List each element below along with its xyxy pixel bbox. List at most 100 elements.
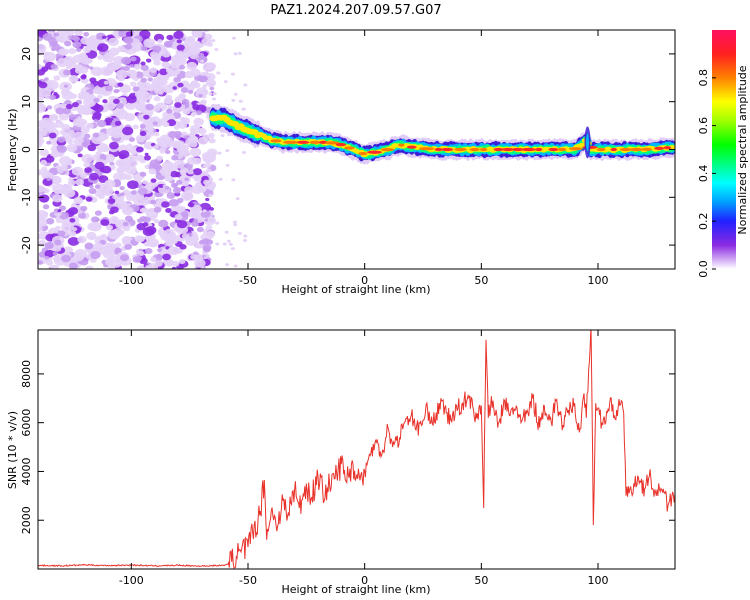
noise-blob <box>145 225 157 235</box>
noise-blob <box>39 149 49 157</box>
noise-blob <box>139 208 146 213</box>
noise-blob <box>122 126 134 136</box>
noise-blob <box>128 137 136 143</box>
colorbar-gradient <box>712 30 736 269</box>
noise-blob <box>163 84 175 94</box>
noise-blob <box>204 139 209 143</box>
noise-blob <box>83 162 90 168</box>
spectrogram-y-axis-label: Frequency (Hz) <box>6 109 19 192</box>
noise-blob <box>132 86 140 92</box>
noise-blob <box>52 251 58 256</box>
noise-blob <box>202 209 207 213</box>
ridge-peak <box>398 143 405 147</box>
noise-blob <box>46 260 54 266</box>
noise-blob <box>89 184 94 189</box>
noise-blob <box>119 254 129 262</box>
noise-blob <box>165 207 172 213</box>
noise-blob <box>176 39 182 44</box>
noise-blob <box>68 207 79 215</box>
noise-blob <box>97 193 105 200</box>
noise-blob <box>127 180 139 190</box>
noise-blob <box>72 36 80 42</box>
ridge-peak <box>629 147 644 152</box>
y-tick-label: 0 <box>20 146 33 153</box>
noise-blob <box>112 227 124 237</box>
noise-blob <box>181 233 190 240</box>
noise-blob <box>124 43 133 50</box>
ridge-peak <box>344 146 355 150</box>
noise-blob <box>96 119 107 128</box>
noise-blob <box>230 247 235 251</box>
noise-blob <box>130 56 137 62</box>
noise-blob <box>151 53 162 62</box>
noise-blob <box>101 145 110 152</box>
noise-blob <box>144 152 149 156</box>
noise-blob <box>200 210 211 218</box>
noise-blob <box>68 114 78 121</box>
noise-blob <box>68 75 79 83</box>
noise-blob <box>100 233 108 239</box>
noise-blob <box>115 89 120 93</box>
noise-blob <box>139 30 151 39</box>
noise-blob <box>212 92 217 96</box>
noise-blob <box>136 256 142 261</box>
noise-blob <box>127 69 138 78</box>
colorbar-tick-label: 0.8 <box>697 69 710 87</box>
noise-blob <box>139 131 147 137</box>
noise-blob <box>241 107 246 111</box>
noise-blob <box>103 80 110 85</box>
noise-blob <box>212 152 217 156</box>
noise-blob <box>140 64 149 71</box>
noise-blob <box>178 64 186 70</box>
noise-blob <box>158 184 164 188</box>
noise-blob <box>48 132 57 139</box>
noise-blob <box>133 76 139 82</box>
noise-blob <box>117 82 124 87</box>
noise-blob <box>62 171 67 175</box>
noise-blob <box>85 265 94 269</box>
noise-blob <box>93 222 102 229</box>
x-tick-label: 100 <box>588 274 609 287</box>
noise-blob <box>91 154 101 161</box>
spectrogram-y-ticks: -20 -10 0 10 20 <box>20 47 675 254</box>
noise-blob <box>192 104 200 110</box>
noise-blob <box>61 222 74 233</box>
noise-blob <box>117 200 127 208</box>
noise-blob <box>144 241 151 247</box>
noise-blob <box>73 196 84 205</box>
noise-blob <box>153 96 161 102</box>
noise-blob <box>53 75 61 81</box>
noise-blob <box>214 48 219 52</box>
noise-blob <box>150 199 157 205</box>
noise-blob <box>174 205 182 212</box>
noise-blob <box>66 143 78 153</box>
noise-blob <box>101 165 112 174</box>
noise-blob <box>57 230 66 237</box>
noise-blob <box>190 254 198 260</box>
noise-blob <box>175 187 181 192</box>
noise-blob <box>165 67 174 74</box>
x-tick-label: 0 <box>361 574 368 587</box>
noise-blob <box>162 258 173 266</box>
noise-blob <box>215 242 220 246</box>
noise-blob <box>230 72 235 76</box>
noise-blob <box>209 86 215 91</box>
noise-blob <box>233 52 238 56</box>
noise-blob <box>78 107 87 114</box>
ridge-disturbance-core <box>586 133 589 152</box>
ridge-peak <box>619 147 632 152</box>
noise-blob <box>80 205 88 212</box>
noise-blob <box>199 239 206 245</box>
noise-blob <box>44 77 49 81</box>
noise-blob <box>200 266 207 269</box>
noise-blob <box>153 144 160 150</box>
noise-blob <box>199 202 212 212</box>
noise-blob <box>194 258 206 268</box>
noise-blob <box>161 61 170 68</box>
y-tick-label: 4000 <box>20 457 33 485</box>
noise-blob <box>44 255 50 260</box>
noise-blob <box>62 107 71 115</box>
noise-blob <box>81 74 87 79</box>
noise-blob <box>88 188 97 195</box>
